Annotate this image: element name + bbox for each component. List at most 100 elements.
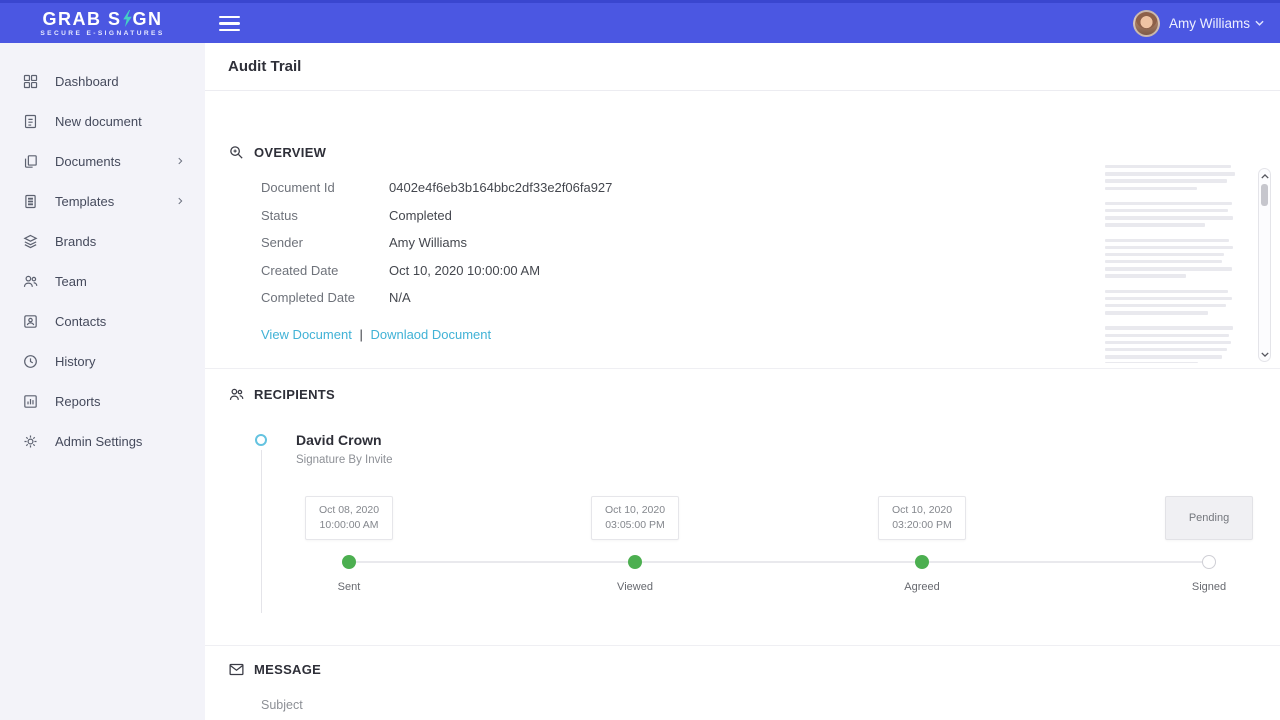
sidebar-item-dashboard[interactable]: Dashboard <box>0 61 205 101</box>
recipient-timeline-vline <box>261 450 262 613</box>
overview-section-heading: OVERVIEW <box>228 144 326 161</box>
sidebar-item-label: Contacts <box>55 313 107 329</box>
sidebar-item-documents[interactable]: Documents <box>0 141 205 181</box>
scroll-down-icon[interactable] <box>1259 348 1270 360</box>
templates-icon <box>22 193 39 210</box>
overview-heading-label: OVERVIEW <box>254 145 327 160</box>
sidebar-item-label: New document <box>55 113 142 129</box>
recipient-bullet <box>255 434 267 446</box>
history-clock-icon <box>22 353 39 370</box>
message-heading-label: MESSAGE <box>254 662 322 677</box>
team-icon <box>22 273 39 290</box>
logo-tagline: SECURE E-SIGNATURES <box>40 29 165 37</box>
preview-text-line <box>1105 304 1226 308</box>
sidebar-item-label: Team <box>55 273 87 289</box>
menu-toggle-button[interactable] <box>219 16 240 31</box>
preview-text-line <box>1105 326 1234 330</box>
field-label: Completed Date <box>261 290 355 306</box>
timeline-step-label: Sent <box>337 581 361 593</box>
timeline-step-label: Viewed <box>617 581 653 593</box>
message-section-heading: MESSAGE <box>228 661 321 678</box>
pending-label: Pending <box>1188 511 1230 524</box>
scrollbar-thumb[interactable] <box>1261 184 1268 206</box>
preview-text-line <box>1105 179 1227 183</box>
preview-text-line <box>1105 186 1197 190</box>
preview-text-line <box>1105 267 1233 271</box>
preview-text-line <box>1105 289 1229 294</box>
timeline-date-box-agreed: Oct 10, 2020 03:20:00 PM <box>878 496 966 540</box>
dashboard-icon <box>22 73 39 90</box>
preview-text-line <box>1105 194 1236 202</box>
sidebar-item-team[interactable]: Team <box>0 261 205 301</box>
recipient-name: David Crown <box>296 432 382 448</box>
chevron-right-icon <box>175 156 185 166</box>
preview-text-line <box>1105 333 1230 337</box>
sidebar-item-reports[interactable]: Reports <box>0 381 205 421</box>
overview-fields: Document Id 0402e4f6eb3b164bbc2df33e2f06… <box>261 174 612 312</box>
preview-text-line <box>1105 208 1229 213</box>
sidebar-item-label: Templates <box>55 193 115 209</box>
field-row-document-id: Document Id 0402e4f6eb3b164bbc2df33e2f06… <box>261 174 612 202</box>
preview-text-line <box>1105 355 1222 359</box>
field-row-status: Status Completed <box>261 202 612 230</box>
avatar[interactable] <box>1133 9 1160 37</box>
preview-scrollbar[interactable] <box>1258 168 1271 362</box>
recipient-method: Signature By Invite <box>296 454 393 466</box>
field-label: Status <box>261 207 298 223</box>
field-value: Oct 10, 2020 10:00:00 AM <box>389 262 541 278</box>
document-links: View Document | Downlaod Document <box>261 327 491 342</box>
timeline-step-label: Agreed <box>904 581 940 593</box>
sidebar-item-brands[interactable]: Brands <box>0 221 205 261</box>
logo-text-last: GN <box>132 8 163 29</box>
preview-text-line <box>1105 340 1231 345</box>
download-document-link[interactable]: Downlaod Document <box>370 327 492 342</box>
preview-text-line <box>1105 318 1236 326</box>
field-row-created-date: Created Date Oct 10, 2020 10:00:00 AM <box>261 257 612 285</box>
sidebar-item-label: Brands <box>55 233 97 249</box>
document-preview-thumbnail[interactable] <box>1105 165 1236 363</box>
sidebar-nav: Dashboard New document Documents Templat… <box>0 43 205 720</box>
sidebar-item-new-document[interactable]: New document <box>0 101 205 141</box>
documents-icon <box>22 153 39 170</box>
preview-text-line <box>1105 245 1234 250</box>
chevron-down-icon <box>1255 20 1264 26</box>
timeline-step-label: Signed <box>1191 581 1227 593</box>
new-document-icon <box>22 113 39 130</box>
reports-chart-icon <box>22 393 39 410</box>
sidebar-item-history[interactable]: History <box>0 341 205 381</box>
chevron-right-icon <box>175 196 185 206</box>
timeline-date-line2: 10:00:00 AM <box>319 519 379 531</box>
section-divider <box>205 645 1280 646</box>
preview-text-line <box>1105 274 1187 278</box>
sidebar-item-templates[interactable]: Templates <box>0 181 205 221</box>
field-label: Sender <box>261 235 303 251</box>
recipients-section-heading: RECIPIENTS <box>228 386 335 403</box>
preview-text-line <box>1105 311 1209 315</box>
sidebar-item-label: History <box>55 353 96 369</box>
preview-text-line <box>1105 252 1225 257</box>
timeline-dot-signed <box>1202 555 1216 569</box>
view-document-link[interactable]: View Document <box>261 327 352 342</box>
preview-text-line <box>1105 260 1222 264</box>
field-value: N/A <box>389 290 411 306</box>
field-label: Created Date <box>261 262 339 278</box>
preview-text-line <box>1105 296 1233 301</box>
preview-text-line <box>1105 165 1231 169</box>
field-label: Document Id <box>261 180 335 196</box>
field-value: Completed <box>389 207 452 223</box>
sidebar-item-admin-settings[interactable]: Admin Settings <box>0 421 205 461</box>
contacts-icon <box>22 313 39 330</box>
preview-text-line <box>1105 282 1236 290</box>
scroll-up-icon[interactable] <box>1259 170 1270 182</box>
preview-text-line <box>1105 238 1230 242</box>
link-separator: | <box>359 327 363 342</box>
sidebar-item-contacts[interactable]: Contacts <box>0 301 205 341</box>
preview-text-line <box>1105 347 1227 352</box>
timeline-date-line2: 03:20:00 PM <box>892 519 952 531</box>
user-name: Amy Williams <box>1169 15 1250 31</box>
timeline-date-box-sent: Oct 08, 2020 10:00:00 AM <box>305 496 393 540</box>
user-menu[interactable]: Amy Williams <box>1133 3 1264 43</box>
message-subject-label: Subject <box>261 698 303 712</box>
timeline-date-line1: Oct 08, 2020 <box>318 504 380 516</box>
app-logo[interactable]: GRAB S GN SECURE E-SIGNATURES <box>0 3 205 43</box>
